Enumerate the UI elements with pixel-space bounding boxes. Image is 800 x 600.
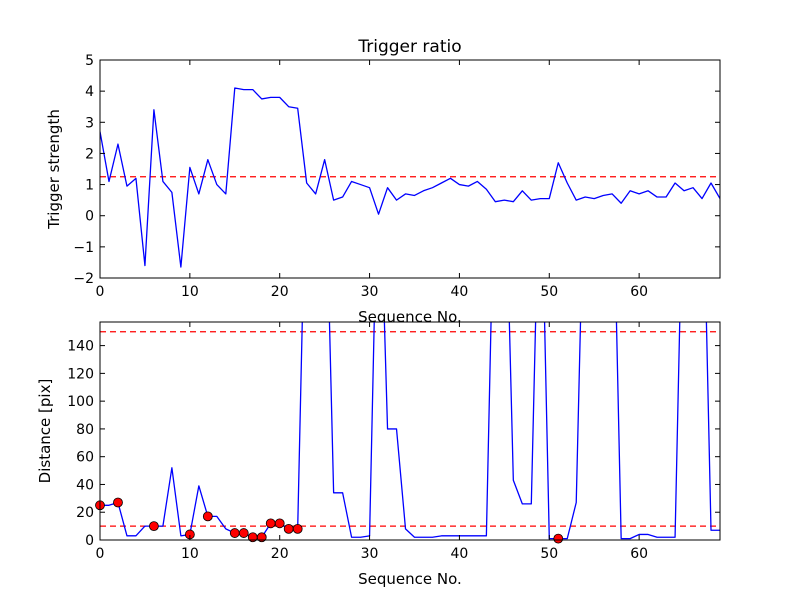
x-tick-label: 20 (271, 546, 289, 562)
x-tick-label: 30 (361, 546, 379, 562)
y-tick-label: 1 (85, 178, 94, 194)
data-point-marker (553, 533, 564, 544)
data-point-marker (202, 511, 213, 522)
plot-frame (99, 59, 721, 279)
reference-lines (100, 331, 720, 527)
y-tick-label: 100 (67, 394, 94, 410)
axis-ticks: 0 10 20 30 40 50 60 0 20 40 60 80 100 120 140 (67, 322, 720, 562)
trigger-ratio-chart: Trigger ratio Sequence No. Trigger stren… (45, 37, 721, 326)
y-tick-label: −1 (73, 240, 94, 256)
x-tick-label: 50 (540, 284, 558, 300)
y-tick-label: 0 (85, 209, 94, 225)
series-group (100, 322, 720, 540)
y-tick-label: −2 (73, 271, 94, 287)
series-line (100, 322, 720, 540)
x-tick-label: 40 (451, 546, 469, 562)
plot-area (100, 322, 720, 540)
y-tick-label: 4 (85, 84, 94, 100)
x-tick-label: 30 (361, 284, 379, 300)
data-point-marker (274, 518, 285, 529)
x-tick-label: 0 (96, 284, 105, 300)
data-point-marker (265, 518, 276, 529)
data-point-marker (238, 528, 249, 538)
plot-frame (99, 321, 721, 541)
x-tick-label: 50 (540, 546, 558, 562)
data-point-marker (256, 532, 267, 543)
data-point-marker (229, 528, 240, 538)
series-group (100, 87, 720, 268)
y-tick-label: 2 (85, 146, 94, 162)
y-tick-label: 20 (76, 505, 94, 521)
x-tick-label: 40 (451, 284, 469, 300)
chart-title: Trigger ratio (357, 37, 461, 57)
data-point-marker (113, 497, 123, 508)
y-tick-label: 60 (76, 450, 94, 466)
distance-chart: Sequence No. Distance [pix] 0 10 20 30 40 50 6… (36, 321, 721, 588)
marker-group (95, 497, 564, 544)
y-tick-label: 120 (67, 366, 94, 382)
series-line (100, 87, 720, 268)
x-tick-label: 0 (96, 546, 105, 562)
y-axis-label: Trigger strength (45, 109, 63, 230)
x-tick-label: 10 (181, 284, 199, 300)
y-tick-label: 5 (85, 53, 94, 69)
y-axis-label: Distance [pix] (36, 379, 54, 484)
x-axis-label: Sequence No. (358, 570, 462, 588)
data-point-marker (149, 521, 159, 532)
data-point-marker (283, 523, 294, 534)
x-tick-label: 20 (271, 284, 289, 300)
y-tick-label: 3 (85, 115, 94, 131)
data-point-marker (292, 523, 303, 534)
plot-area (100, 60, 720, 278)
axis-ticks: 0 10 20 30 40 50 60 −2 −1 0 1 2 3 4 5 (73, 53, 720, 300)
x-tick-label: 10 (181, 546, 199, 562)
x-tick-label: 60 (630, 546, 648, 562)
x-tick-label: 60 (630, 284, 648, 300)
y-tick-label: 40 (76, 477, 94, 493)
y-tick-label: 80 (76, 422, 94, 438)
y-tick-label: 0 (85, 533, 94, 549)
y-tick-label: 140 (67, 339, 94, 355)
